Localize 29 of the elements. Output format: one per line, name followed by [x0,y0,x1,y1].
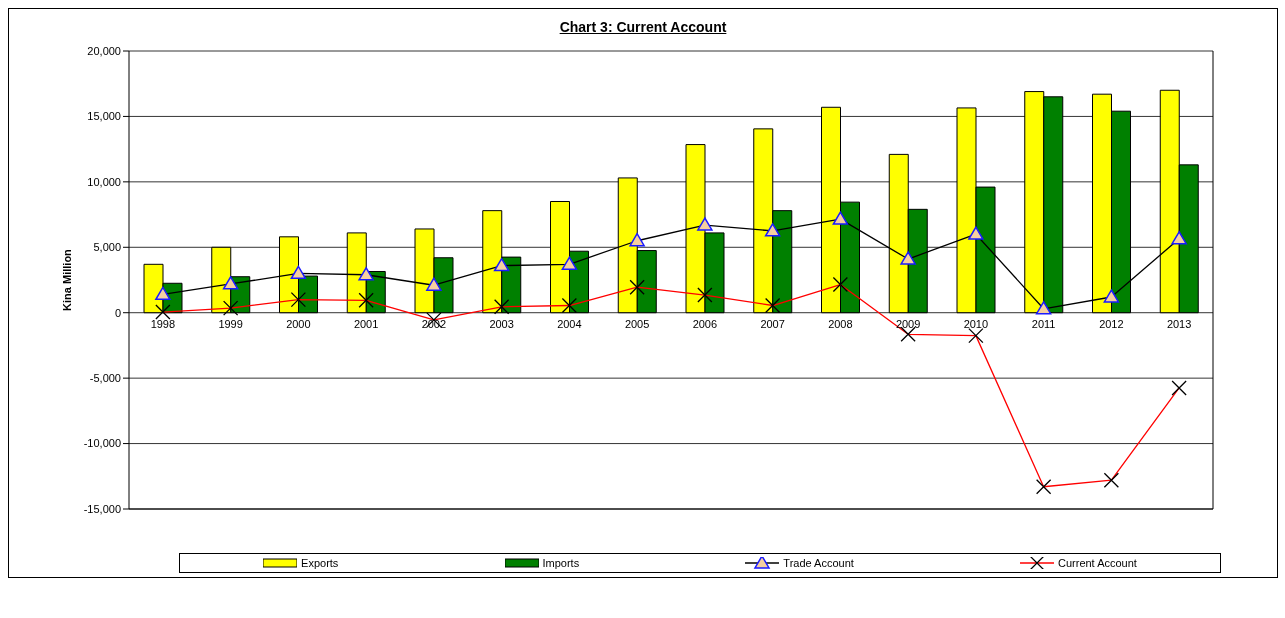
y-tick-label: 20,000 [87,44,121,57]
x-tick-label: 2011 [1031,317,1056,330]
chart-title: Chart 3: Current Account [558,18,728,37]
x-tick-label: 2005 [624,317,650,330]
x-tick-label: 2010 [963,317,989,330]
y-tick-label: 15,000 [87,110,121,123]
x-tick-label: 1999 [218,317,243,330]
x-tick-label: 1998 [150,317,176,330]
x-tick-label: 2000 [286,317,311,330]
legend-label: Imports [542,557,580,569]
legend-label: Current Account [1058,557,1137,569]
x-tick-label: 2001 [353,317,379,330]
y-tick-label: 10,000 [87,175,121,188]
legend-label: Trade Account [783,557,854,569]
x-tick-label: 2006 [692,317,718,330]
x-tick-label: 2007 [760,317,785,330]
y-tick-label: 0 [114,306,121,319]
y-tick-label: -5,000 [89,372,121,385]
x-tick-label: 2008 [828,317,853,330]
y-tick-label: 5,000 [93,241,121,254]
y-axis-title: Kina Million [60,248,73,311]
legend-label: Exports [301,557,339,569]
x-tick-label: 2004 [557,317,582,330]
x-tick-label: 2012 [1099,317,1124,330]
x-tick-label: 2003 [489,317,514,330]
x-tick-label: 2009 [895,317,921,330]
x-tick-label: 2013 [1166,317,1192,330]
y-tick-label: -15,000 [83,502,121,515]
y-tick-label: -10,000 [83,437,121,450]
